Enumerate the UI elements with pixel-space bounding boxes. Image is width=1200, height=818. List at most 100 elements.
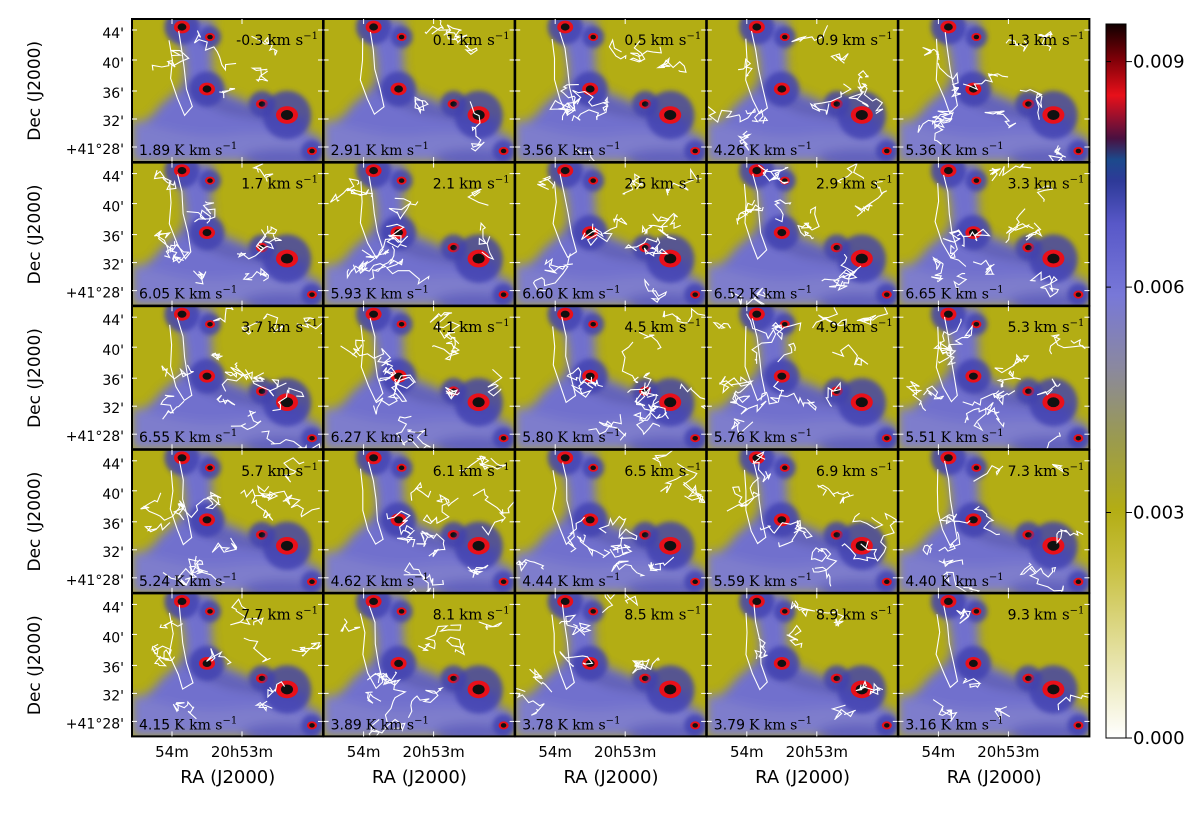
channel-panel: 8.1 km s−13.89 K km s−1 <box>322 592 516 738</box>
core-black <box>692 292 698 297</box>
contour-line <box>989 167 1001 182</box>
core-black <box>202 85 212 93</box>
contour-line <box>942 230 965 248</box>
contour-line <box>665 167 702 196</box>
velocity-value: 5.3 <box>1008 320 1030 336</box>
integrated-unit: K km s <box>941 717 989 733</box>
contour-line <box>267 490 320 518</box>
channel-panel: 7.7 km s−14.15 K km s−1 <box>131 592 324 738</box>
contour-line <box>469 101 485 152</box>
contour-line <box>771 321 802 341</box>
contour-line <box>1051 463 1064 473</box>
contour-line <box>478 221 495 261</box>
contour-line <box>760 380 785 405</box>
contour-line <box>272 387 305 412</box>
core-black <box>884 435 890 441</box>
velocity-unit: km s <box>1034 318 1070 336</box>
contour-line <box>153 655 176 667</box>
contour-line <box>745 604 768 691</box>
contour-line <box>459 455 507 472</box>
velocity-label: 6.5 km s−1 <box>624 462 701 480</box>
core-black <box>1025 388 1032 394</box>
integrated-unit: K km s <box>941 430 989 446</box>
velocity-label: 8.1 km s−1 <box>433 605 510 623</box>
contour-line <box>558 614 586 636</box>
integrated-unit-exp: −1 <box>606 715 621 726</box>
channel-panel: 9.3 km s−13.16 K km s−1 <box>897 592 1091 738</box>
core-black <box>692 723 698 728</box>
channel-panel: 4.5 km s−15.80 K km s−1 <box>514 305 708 451</box>
panel-image <box>898 19 1090 162</box>
core-black <box>472 684 485 695</box>
core-black <box>309 579 315 585</box>
x-tick-label: 20h53m <box>211 743 273 761</box>
core-black <box>590 178 596 183</box>
contour-line <box>1036 378 1061 396</box>
velocity-value: 0.9 <box>816 33 838 49</box>
contour-line <box>144 522 171 533</box>
contour-line <box>552 462 575 546</box>
contour-line <box>472 488 504 515</box>
integrated-value: 4.15 <box>139 717 170 733</box>
contour-line <box>254 485 279 500</box>
contour-line <box>935 32 958 115</box>
integrated-unit: K km s <box>366 574 414 590</box>
contour-line <box>416 530 436 547</box>
contour-line <box>731 418 754 436</box>
core-black <box>782 34 788 40</box>
core-black <box>1047 110 1060 120</box>
core-black <box>202 372 212 380</box>
contour-line <box>855 680 884 696</box>
velocity-unit: km s <box>651 175 687 193</box>
core-black <box>207 178 213 183</box>
panel-image <box>323 162 515 306</box>
integrated-unit-exp: −1 <box>989 572 1004 583</box>
x-tick-label: 54m <box>538 743 572 761</box>
core-black <box>777 229 787 237</box>
contour-line <box>352 339 392 363</box>
y-tick-label: 32' <box>102 258 124 274</box>
velocity-value: 1.7 <box>241 177 263 193</box>
contour-line <box>396 529 416 548</box>
panel-image <box>132 449 323 593</box>
contour-line <box>254 700 273 712</box>
contour-line <box>230 598 264 626</box>
contour-line <box>359 461 384 545</box>
integrated-value: 2.91 <box>331 143 362 159</box>
velocity-unit-exp: −1 <box>686 318 701 329</box>
integrated-unit: K km s <box>557 430 605 446</box>
integrated-label: 4.44 K km s−1 <box>522 572 620 590</box>
core-black <box>560 597 570 605</box>
x-axis-labels: 54m 20h53m RA (J2000) 54m 20h53m RA (J2000) 54… <box>155 743 1042 788</box>
panel-grid: -0.3 km s−11.89 K km s−10.1 km s−12.91 K km … <box>131 18 1091 738</box>
core-black <box>202 659 212 667</box>
contour-line <box>1025 222 1043 241</box>
contour-line <box>833 268 858 292</box>
integrated-label: 3.79 K km s−1 <box>714 715 812 733</box>
integrated-unit-exp: −1 <box>797 572 812 583</box>
core-black <box>450 244 457 251</box>
channel-panel: 3.3 km s−16.65 K km s−1 <box>897 161 1091 307</box>
core-black <box>369 167 378 175</box>
velocity-label: 8.5 km s−1 <box>624 605 701 623</box>
channel-panel: 1.7 km s−16.05 K km s−1 <box>131 161 324 307</box>
integrated-label: 5.76 K km s−1 <box>714 428 812 446</box>
contour-line <box>707 106 756 124</box>
core-black <box>1075 723 1082 728</box>
velocity-unit-exp: −1 <box>303 31 318 42</box>
contour-line <box>922 543 933 556</box>
contour-line <box>140 492 181 521</box>
contour-line <box>644 278 668 304</box>
integrated-unit: K km s <box>749 574 797 590</box>
integrated-unit-exp: −1 <box>797 428 812 439</box>
velocity-unit-exp: −1 <box>1070 31 1085 42</box>
velocity-unit-exp: −1 <box>495 462 510 473</box>
core-black <box>777 659 787 667</box>
contour-line <box>817 484 854 504</box>
contour-line <box>515 559 545 572</box>
contour-line <box>434 321 461 345</box>
contour-line <box>369 245 404 281</box>
contour-line <box>196 564 225 584</box>
contour-line <box>381 360 394 367</box>
integrated-unit: K km s <box>366 287 414 303</box>
